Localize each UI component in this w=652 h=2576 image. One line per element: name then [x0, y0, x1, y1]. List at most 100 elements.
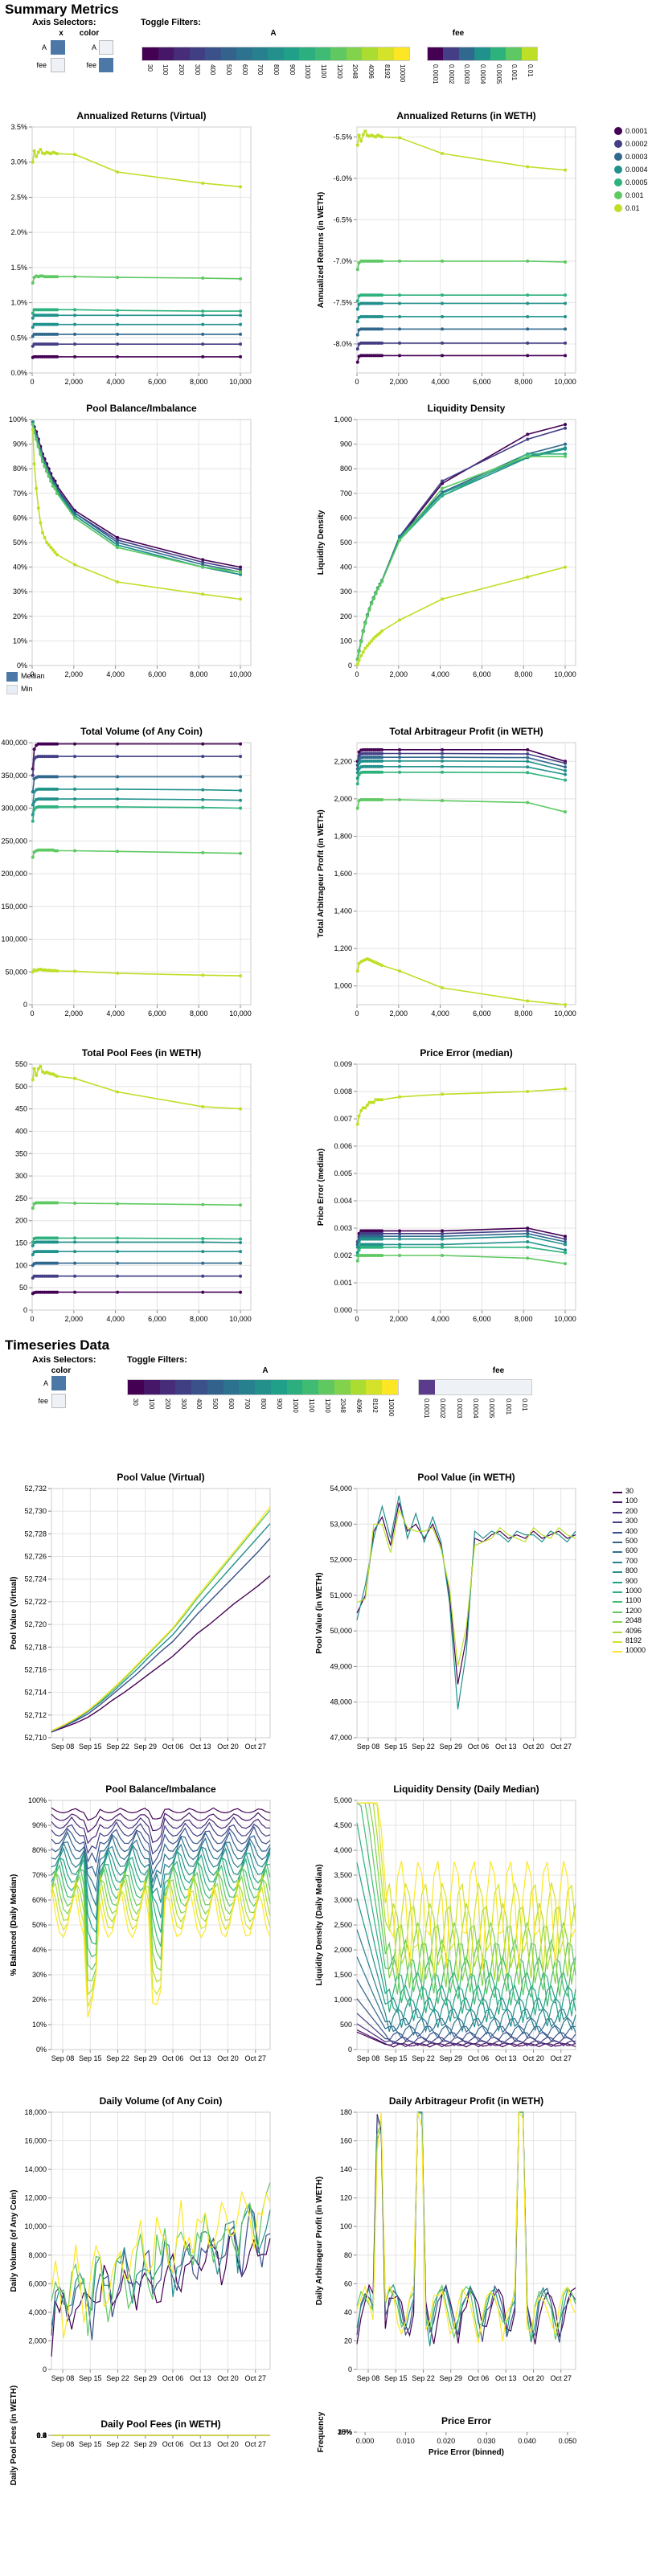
filter-swatch[interactable] [286, 1380, 303, 1394]
filter-swatch[interactable] [255, 1380, 271, 1394]
data-point [355, 347, 359, 351]
ts-filter-fee-strip[interactable] [418, 1379, 532, 1395]
data-point [375, 752, 379, 756]
filter-swatch[interactable] [506, 47, 522, 60]
filter-swatch[interactable] [346, 47, 363, 60]
x-option-fee[interactable] [51, 58, 65, 72]
a-legend-line [613, 1601, 622, 1603]
y-tick-label: 200,000 [1, 870, 27, 878]
filter-swatch[interactable] [220, 47, 237, 60]
filter-swatch[interactable] [515, 1380, 531, 1394]
filter-swatch[interactable] [521, 47, 537, 60]
data-point [371, 798, 375, 802]
filter-swatch[interactable] [207, 1380, 223, 1394]
filter-swatch[interactable] [334, 1380, 351, 1394]
a-legend-label: 600 [625, 1546, 638, 1555]
filter-swatch[interactable] [393, 47, 410, 60]
x-tick-label: 4,000 [106, 378, 125, 386]
filter-swatch[interactable] [490, 47, 506, 60]
filter-swatch[interactable] [474, 47, 490, 60]
series-line [32, 421, 241, 568]
filter-swatch[interactable] [189, 47, 206, 60]
filter-swatch[interactable] [314, 47, 331, 60]
ts-color-option-fee[interactable] [51, 1394, 66, 1408]
filter-swatch[interactable] [451, 1380, 467, 1394]
filter-swatch[interactable] [382, 1380, 399, 1394]
data-point [40, 457, 44, 461]
filter-swatch[interactable] [158, 47, 174, 60]
color-option-fee[interactable] [99, 58, 113, 72]
filter-swatch[interactable] [350, 1380, 367, 1394]
data-point [45, 469, 49, 473]
data-point [526, 760, 530, 764]
series-line [357, 342, 565, 350]
x-tick-label: Oct 27 [244, 2374, 266, 2382]
series-line [51, 1844, 271, 1922]
filter-swatch[interactable] [143, 1380, 160, 1394]
color-option-a[interactable] [99, 40, 113, 55]
data-point [239, 806, 243, 810]
filter-swatch[interactable] [483, 1380, 499, 1394]
data-point [32, 1236, 36, 1240]
data-point [355, 969, 359, 973]
data-point [36, 797, 40, 801]
data-point [378, 583, 382, 587]
data-point [361, 1231, 365, 1235]
filter-swatch[interactable] [428, 47, 444, 60]
y-tick-label: 3.5% [10, 123, 27, 131]
filter-swatch[interactable] [499, 1380, 515, 1394]
series-line [51, 1855, 271, 1945]
filter-swatch[interactable] [362, 47, 378, 60]
data-point [365, 314, 369, 318]
filter-swatch[interactable] [270, 1380, 287, 1394]
ts-color-option-a[interactable] [51, 1376, 66, 1390]
y-tick-label: 0.0 [36, 2431, 47, 2439]
filter-swatch[interactable] [223, 1380, 240, 1394]
color-selector-title: color [79, 29, 100, 38]
filter-label: 900 [275, 1399, 283, 1410]
a-legend-label: 1100 [625, 1596, 642, 1605]
data-point [31, 420, 35, 424]
x-tick-label: 0 [30, 1315, 34, 1323]
data-point [201, 309, 205, 313]
data-point [53, 481, 57, 485]
data-point [53, 322, 57, 326]
filter-swatch[interactable] [159, 1380, 176, 1394]
filter-swatch[interactable] [142, 47, 158, 60]
data-point [526, 293, 530, 297]
filter-swatch[interactable] [330, 47, 347, 60]
filter-swatch[interactable] [467, 1380, 483, 1394]
series-line [51, 2205, 271, 2341]
data-point [370, 1100, 374, 1104]
ts-filter-a-strip[interactable] [127, 1379, 399, 1395]
filter-swatch[interactable] [435, 1380, 451, 1394]
y-tick-label: 100 [340, 2222, 352, 2230]
data-point [116, 322, 120, 326]
filter-swatch[interactable] [236, 47, 252, 60]
filter-swatch[interactable] [175, 1380, 192, 1394]
filter-swatch[interactable] [174, 47, 190, 60]
filter-swatch[interactable] [419, 1380, 435, 1394]
filter-swatch[interactable] [458, 47, 475, 60]
filter-swatch[interactable] [128, 1380, 144, 1394]
data-point [365, 798, 369, 802]
filter-swatch[interactable] [366, 1380, 383, 1394]
x-option-a[interactable] [51, 40, 65, 55]
filter-swatch[interactable] [239, 1380, 256, 1394]
filter-swatch[interactable] [377, 47, 394, 60]
filter-a-strip[interactable] [141, 47, 410, 61]
filter-swatch[interactable] [302, 1380, 319, 1394]
data-point [363, 756, 367, 760]
filter-swatch[interactable] [268, 47, 284, 60]
filter-swatch[interactable] [299, 47, 315, 60]
y-tick-label: 1,200 [334, 944, 352, 952]
data-point [53, 151, 57, 155]
filter-swatch[interactable] [318, 1380, 334, 1394]
x-tick-label: Sep 15 [79, 1743, 102, 1751]
filter-swatch[interactable] [252, 47, 269, 60]
filter-swatch[interactable] [191, 1380, 207, 1394]
filter-swatch[interactable] [283, 47, 300, 60]
filter-swatch[interactable] [205, 47, 221, 60]
filter-swatch[interactable] [443, 47, 459, 60]
filter-fee-strip[interactable] [427, 47, 538, 61]
